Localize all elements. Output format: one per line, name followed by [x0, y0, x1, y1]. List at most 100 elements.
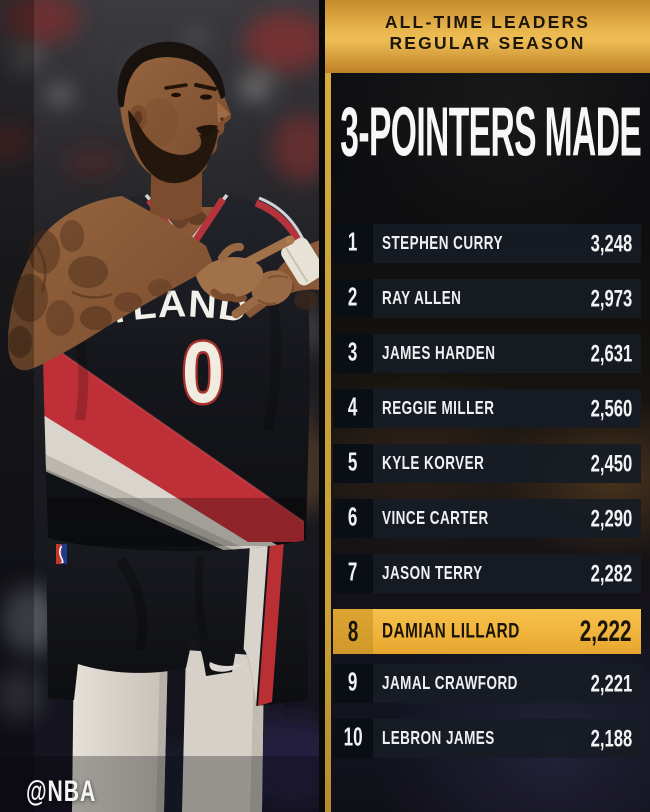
rank-cell: 9 [333, 664, 373, 703]
player-value-cell: 2,222 [574, 609, 641, 654]
player-name-cell: KYLE KORVER [373, 444, 586, 483]
player-value: 2,631 [590, 339, 632, 367]
player-name-cell: RAY ALLEN [373, 279, 586, 318]
eye [171, 92, 181, 98]
player-name: KYLE KORVER [382, 453, 485, 474]
player-value: 2,450 [590, 449, 632, 477]
player-photo-illustration: 6 RTLAND 0 [0, 0, 320, 812]
nba-watermark: @NBA [26, 774, 97, 808]
photo-vignette [0, 0, 320, 812]
mustache [196, 124, 218, 136]
eyebrow [194, 83, 217, 91]
player-name-cell: JAMAL CRAWFORD [373, 664, 586, 703]
player-value-cell: 2,973 [586, 279, 641, 318]
pointing-hand [196, 235, 295, 303]
player-name-cell: DAMIAN LILLARD [373, 609, 574, 654]
player-value-cell: 2,560 [586, 389, 641, 428]
leg-sleeves [72, 640, 264, 812]
leaderboard-row-highlighted: 8 DAMIAN LILLARD 2,222 [333, 609, 641, 654]
rank-cell: 1 [333, 224, 373, 263]
rank-cell: 3 [333, 334, 373, 373]
jersey-number: 0 [182, 325, 224, 421]
sash-red [40, 338, 304, 542]
rank-cell: 2 [333, 279, 373, 318]
stat-title: 3-POINTERS MADE [340, 91, 641, 171]
rank-number: 5 [348, 448, 358, 478]
player-name: JAMES HARDEN [382, 343, 496, 364]
nba-logo-patch [56, 544, 67, 564]
player-value: 2,282 [590, 559, 632, 587]
leaderboard-row: 2 RAY ALLEN 2,973 [333, 279, 641, 318]
eyebrow [164, 83, 188, 90]
wristband [281, 237, 320, 286]
player-value: 3,248 [590, 229, 632, 257]
right-arm [231, 237, 320, 319]
player-photo: 6 RTLAND 0 [0, 0, 320, 812]
beard [128, 110, 218, 184]
rank-number: 4 [348, 393, 358, 423]
left-arm [7, 196, 295, 371]
player-name: STEPHEN CURRY [382, 233, 503, 254]
player-value-cell: 2,221 [586, 664, 641, 703]
rank-cell: 10 [333, 719, 373, 758]
player-value-cell: 3,248 [586, 224, 641, 263]
banner-line-2: REGULAR SEASON [389, 33, 586, 53]
player-value-cell: 2,282 [586, 554, 641, 593]
rank-cell: 8 [333, 609, 373, 654]
rank-number: 3 [348, 338, 358, 368]
rank-number: 9 [348, 668, 358, 698]
player-name: JASON TERRY [382, 563, 483, 584]
player-value: 2,973 [590, 284, 632, 312]
hair [117, 41, 226, 108]
rank-number: 6 [348, 503, 358, 533]
player-value: 2,222 [580, 614, 632, 648]
head [117, 41, 232, 220]
player-name-cell: LEBRON JAMES [373, 719, 586, 758]
rank-cell: 4 [333, 389, 373, 428]
player-value-cell: 2,290 [586, 499, 641, 538]
player-name-cell: REGGIE MILLER [373, 389, 586, 428]
player-value-cell: 2,631 [586, 334, 641, 373]
player-name-cell: STEPHEN CURRY [373, 224, 586, 263]
rank-cell: 5 [333, 444, 373, 483]
player-value: 2,290 [590, 504, 632, 532]
rank-number: 8 [347, 614, 359, 648]
divider-gold [325, 0, 331, 812]
shorts-swoosh-icon [209, 662, 246, 672]
player-name-cell: JAMES HARDEN [373, 334, 586, 373]
player-value-cell: 2,188 [586, 719, 641, 758]
divider-black [319, 0, 325, 812]
player-name: LEBRON JAMES [382, 728, 495, 749]
leaderboard-row: 9 JAMAL CRAWFORD 2,221 [333, 664, 641, 703]
eye [200, 94, 212, 100]
leaderboard-row: 6 VINCE CARTER 2,290 [333, 499, 641, 538]
player-value: 2,188 [590, 724, 632, 752]
player-value-cell: 2,450 [586, 444, 641, 483]
leaderboard-row: 3 JAMES HARDEN 2,631 [333, 334, 641, 373]
leaderboard-row: 1 STEPHEN CURRY 3,248 [333, 224, 641, 263]
player-name-cell: JASON TERRY [373, 554, 586, 593]
player-name: DAMIAN LILLARD [382, 619, 520, 643]
shorts-red-stripe [258, 540, 284, 706]
leaderboard-rows: 1 STEPHEN CURRY 3,248 2 RAY ALLEN 2,973 3 JAMES… [333, 224, 641, 774]
player-name: VINCE CARTER [382, 508, 489, 529]
pointing-finger-down [231, 291, 267, 319]
pointing-finger-up [235, 235, 295, 271]
leaderboard-panel: 3-POINTERS MADE 1 STEPHEN CURRY 3,248 2 RAY … [331, 0, 650, 812]
player-name: JAMAL CRAWFORD [382, 673, 518, 694]
leaderboard-row: 10 LEBRON JAMES 2,188 [333, 719, 641, 758]
rank-cell: 7 [333, 554, 373, 593]
rank-number: 7 [348, 558, 358, 588]
player-name: REGGIE MILLER [382, 398, 495, 419]
leaderboard-row: 7 JASON TERRY 2,282 [333, 554, 641, 593]
leaderboard-row: 4 REGGIE MILLER 2,560 [333, 389, 641, 428]
player-name-cell: VINCE CARTER [373, 499, 586, 538]
arm-tattoos [8, 220, 172, 358]
player-figure: 6 RTLAND 0 [7, 41, 320, 812]
stat-title-wrap: 3-POINTERS MADE [331, 73, 650, 185]
rank-number: 2 [348, 283, 358, 313]
header-banner: ALL-TIME LEADERS REGULAR SEASON [325, 0, 650, 73]
rank-cell: 6 [333, 499, 373, 538]
rank-number: 1 [348, 228, 358, 258]
